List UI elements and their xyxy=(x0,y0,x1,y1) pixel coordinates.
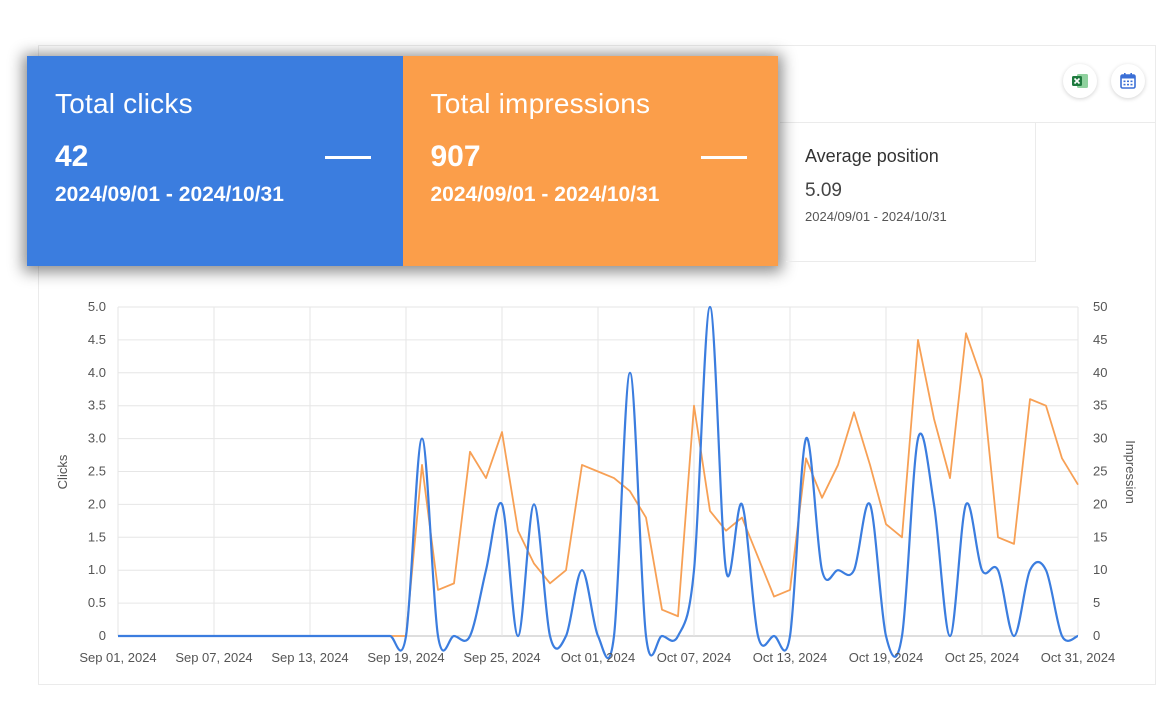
left-y-tick-label: 5.0 xyxy=(88,299,106,314)
clicks-legend-line-icon xyxy=(325,156,371,159)
x-tick-label: Sep 01, 2024 xyxy=(79,650,156,665)
total-impressions-title: Total impressions xyxy=(430,88,651,119)
right-y-tick-label: 35 xyxy=(1093,398,1107,413)
right-y-tick-label: 15 xyxy=(1093,529,1107,544)
date-range-button[interactable] xyxy=(1111,64,1145,98)
total-clicks-card[interactable]: Total clicks 42 2024/09/01 - 2024/10/31 xyxy=(27,56,403,266)
left-y-tick-label: 3.5 xyxy=(88,398,106,413)
right-y-tick-label: 30 xyxy=(1093,431,1107,446)
total-clicks-title: Total clicks xyxy=(55,88,193,119)
excel-icon xyxy=(1072,74,1088,88)
impressions-legend-line-icon xyxy=(700,156,747,159)
left-y-tick-label: 0 xyxy=(99,628,106,643)
x-tick-label: Oct 19, 2024 xyxy=(849,650,923,665)
left-y-tick-label: 1.0 xyxy=(88,562,106,577)
clicks-series-line xyxy=(118,305,1079,660)
x-tick-label: Oct 01, 2024 xyxy=(561,650,635,665)
x-tick-label: Oct 25, 2024 xyxy=(945,650,1019,665)
x-tick-label: Oct 13, 2024 xyxy=(753,650,827,665)
summary-cards: Total clicks 42 2024/09/01 - 2024/10/31 … xyxy=(27,56,778,266)
x-tick-label: Sep 19, 2024 xyxy=(367,650,444,665)
x-tick-label: Oct 07, 2024 xyxy=(657,650,731,665)
right-y-tick-label: 20 xyxy=(1093,496,1107,511)
x-tick-label: Oct 31, 2024 xyxy=(1041,650,1115,665)
total-impressions-card[interactable]: Total impressions 907 2024/09/01 - 2024/… xyxy=(402,56,778,266)
left-y-tick-label: 4.0 xyxy=(88,365,106,380)
left-y-tick-label: 0.5 xyxy=(88,595,106,610)
total-clicks-value: 42 xyxy=(55,140,89,173)
average-position-date-range: 2024/09/01 - 2024/10/31 xyxy=(805,209,947,224)
left-y-tick-label: 4.5 xyxy=(88,332,106,347)
average-position-title: Average position xyxy=(805,146,939,166)
calendar-icon xyxy=(1120,73,1136,89)
left-y-tick-label: 2.0 xyxy=(88,496,106,511)
left-y-tick-label: 3.0 xyxy=(88,431,106,446)
average-position-value: 5.09 xyxy=(805,180,842,201)
average-position-card[interactable]: Average position 5.09 2024/09/01 - 2024/… xyxy=(786,123,1036,262)
export-excel-button[interactable] xyxy=(1063,64,1097,98)
right-y-tick-label: 45 xyxy=(1093,332,1107,347)
left-y-tick-label: 1.5 xyxy=(88,529,106,544)
right-y-tick-label: 5 xyxy=(1093,595,1100,610)
left-axis-title: Clicks xyxy=(55,454,70,489)
x-tick-label: Sep 07, 2024 xyxy=(175,650,252,665)
total-impressions-date-range: 2024/09/01 - 2024/10/31 xyxy=(430,183,660,206)
toolbar-divider xyxy=(780,122,1156,123)
left-y-tick-label: 2.5 xyxy=(88,464,106,479)
right-y-tick-label: 50 xyxy=(1093,299,1107,314)
right-y-tick-label: 0 xyxy=(1093,628,1100,643)
right-axis-title: Impression xyxy=(1123,440,1138,504)
total-impressions-value: 907 xyxy=(430,140,481,173)
right-y-tick-label: 25 xyxy=(1093,464,1107,479)
right-y-tick-label: 10 xyxy=(1093,562,1107,577)
right-y-tick-label: 40 xyxy=(1093,365,1107,380)
x-tick-label: Sep 25, 2024 xyxy=(463,650,540,665)
total-clicks-date-range: 2024/09/01 - 2024/10/31 xyxy=(55,183,284,206)
x-tick-label: Sep 13, 2024 xyxy=(271,650,348,665)
